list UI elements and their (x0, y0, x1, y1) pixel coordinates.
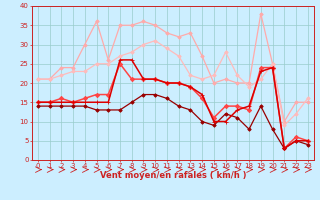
X-axis label: Vent moyen/en rafales ( km/h ): Vent moyen/en rafales ( km/h ) (100, 171, 246, 180)
